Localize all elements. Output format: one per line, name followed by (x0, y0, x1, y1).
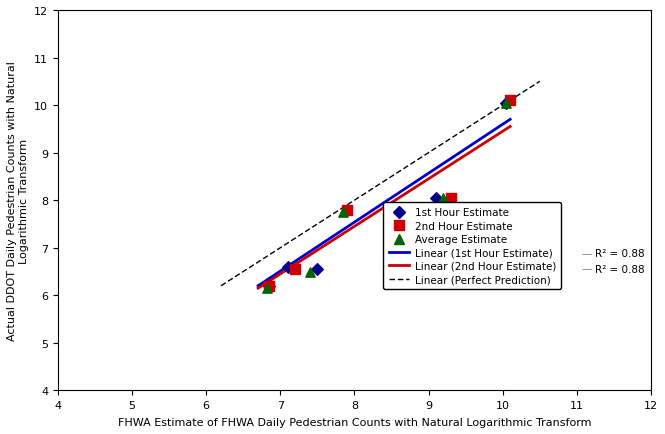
Point (338, 209, 348, 216)
Point (305, 268, 315, 275)
Text: —: — (581, 249, 592, 259)
Point (261, 285, 272, 292)
Point (283, 264, 293, 271)
Point (505, 98, 515, 105)
Point (501, 100, 512, 107)
Point (342, 207, 352, 214)
Legend: 1st Hour Estimate, 2nd Hour Estimate, Average Estimate, Linear (1st Hour Estimat: 1st Hour Estimate, 2nd Hour Estimate, Av… (384, 203, 561, 289)
Point (312, 266, 323, 273)
Point (501, 100, 512, 107)
Point (446, 195, 456, 202)
Text: R² = 0.88: R² = 0.88 (595, 249, 644, 259)
Point (290, 266, 301, 273)
Text: R² = 0.88: R² = 0.88 (595, 264, 644, 274)
Y-axis label: Actual DDOT Daily Pedestrian Counts with Natural
Logarithmic Transform: Actual DDOT Daily Pedestrian Counts with… (7, 61, 29, 340)
Point (264, 283, 275, 289)
Point (264, 283, 275, 289)
Point (438, 195, 449, 202)
Point (431, 195, 442, 202)
Text: —: — (581, 264, 592, 274)
X-axis label: FHWA Estimate of FHWA Daily Pedestrian Counts with Natural Logarithmic Transform: FHWA Estimate of FHWA Daily Pedestrian C… (118, 417, 591, 427)
